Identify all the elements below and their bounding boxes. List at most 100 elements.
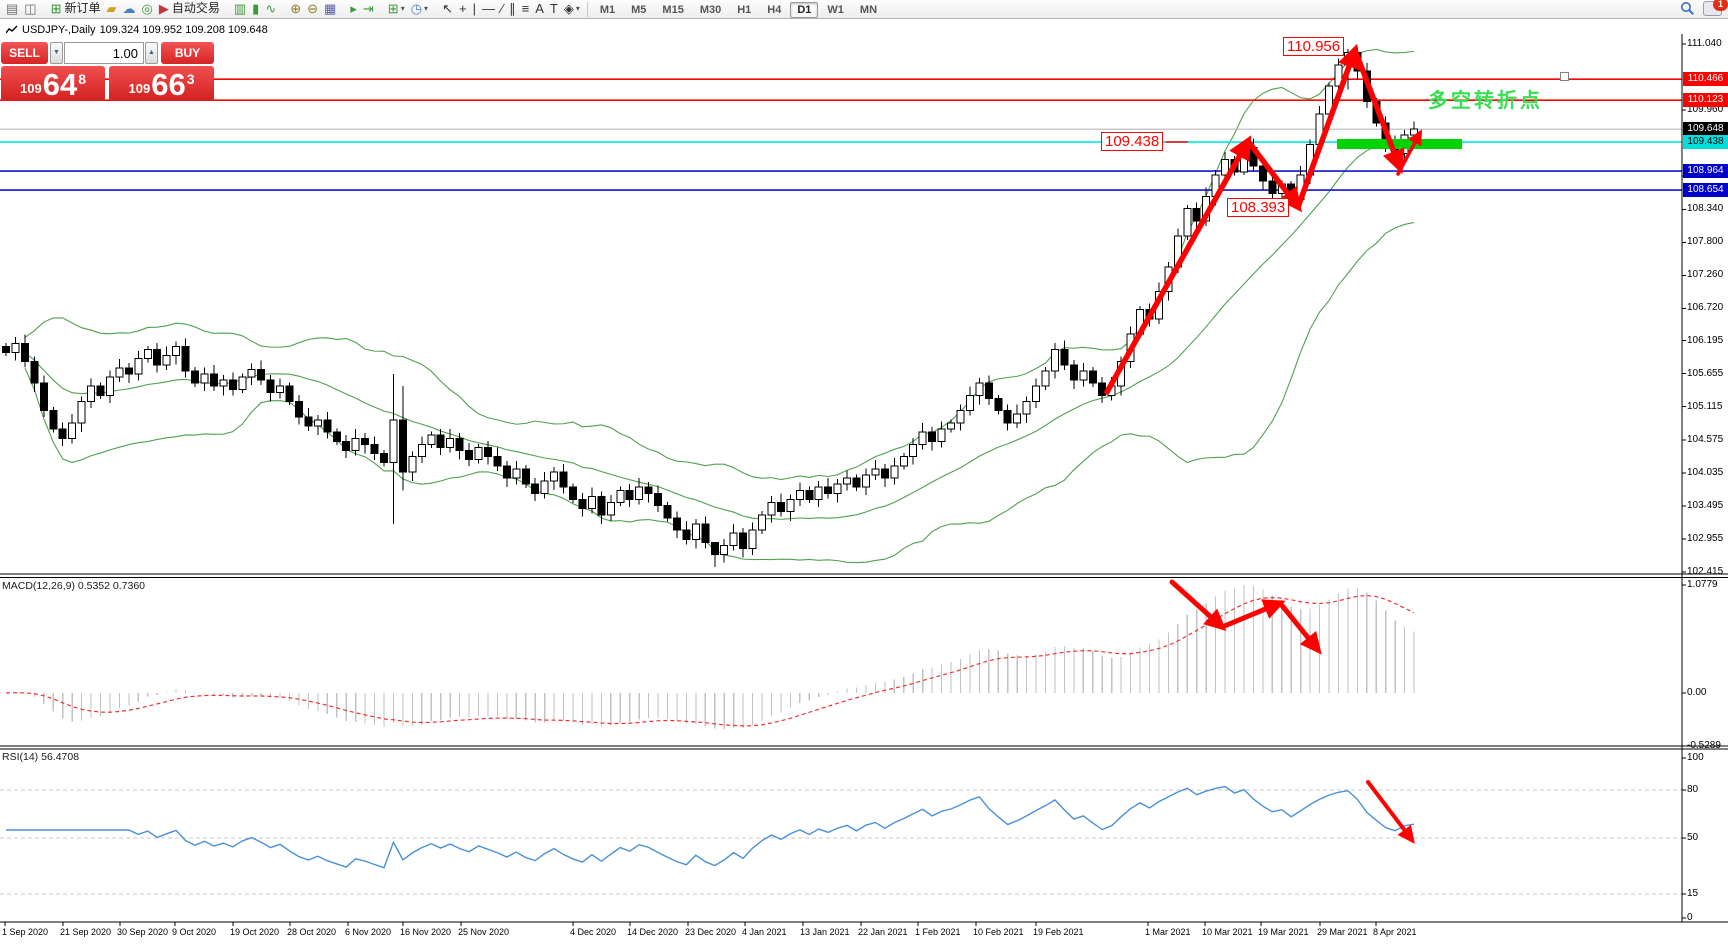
support-highlight-bar[interactable] [1337, 139, 1462, 149]
rsi-pane-label: RSI(14) 56.4708 [2, 751, 80, 763]
timeframe-button-d1[interactable]: D1 [790, 2, 819, 18]
pivot-note-annotation[interactable]: 多空转折点 [1428, 90, 1543, 112]
new-order-icon: ⊞ [50, 1, 62, 16]
gold-bars-icon[interactable]: ▰ [104, 0, 120, 17]
sell-button[interactable]: SELL [1, 42, 48, 64]
channel-icon[interactable]: ∥ [506, 0, 519, 17]
volume-input[interactable] [64, 42, 144, 64]
chart-shift-icon: ⇥ [362, 1, 374, 16]
price-badge: 109.648 [1683, 122, 1728, 137]
horizontal-level-lines[interactable] [0, 78, 1682, 191]
price-badge: 110.466 [1683, 72, 1728, 87]
date-label: 10 Mar 2021 [1202, 927, 1253, 937]
trend-annotation-arrows[interactable] [1104, 43, 1422, 844]
tile-windows-icon[interactable]: ▦ [321, 0, 339, 17]
timeframe-button-m1[interactable]: M1 [599, 4, 616, 16]
notifications-icon[interactable]: 1 [1703, 0, 1728, 16]
chart-canvas[interactable] [0, 20, 1728, 944]
macd-signal-line [5, 594, 1415, 727]
community-icon[interactable]: ☁ [120, 0, 139, 17]
rsi-tick: 50 [1687, 832, 1699, 843]
zoom-out-icon: ⊖ [307, 1, 319, 16]
peak-price-annotation[interactable]: 110.956 [1283, 37, 1345, 56]
horizontal-line-icon: — [481, 1, 495, 16]
sell-price-small: 109 [20, 81, 42, 96]
date-label: 14 Dec 2020 [627, 927, 679, 937]
signals-icon: ◎ [141, 1, 153, 16]
price-tick: 104.035 [1687, 466, 1724, 478]
timeframe-button-h4[interactable]: H4 [767, 4, 782, 16]
price-tick: 107.260 [1687, 269, 1724, 281]
price-tick: 108.340 [1687, 203, 1724, 215]
timeframe-button-m15[interactable]: M15 [662, 4, 684, 16]
dropdown-caret-icon: ▾ [424, 4, 429, 13]
text-icon: A [535, 1, 544, 16]
toolbar-separator [586, 1, 588, 17]
text-icon[interactable]: A [532, 0, 547, 17]
gold-bars-icon: ▰ [106, 1, 117, 16]
preview-icon[interactable]: ◫ [21, 0, 39, 17]
profiles-icon[interactable]: ◷ ▾ [408, 0, 431, 17]
vertical-line-icon[interactable]: | [470, 0, 479, 17]
rsi-tick: 80 [1687, 784, 1699, 795]
fibonacci-icon[interactable]: ≡ [519, 0, 533, 17]
new-order-icon[interactable]: ⊞ 新订单 [48, 0, 104, 17]
buy-button[interactable]: BUY [161, 42, 214, 64]
auto-scroll-icon[interactable]: ▸ [347, 0, 360, 17]
date-label: 19 Mar 2021 [1258, 927, 1309, 937]
timeframe-button-h1[interactable]: H1 [737, 4, 752, 16]
sell-price-sup: 8 [78, 71, 86, 87]
auto-scroll-icon: ▸ [350, 1, 357, 16]
date-label: 10 Feb 2021 [973, 927, 1024, 937]
trendline-icon[interactable]: ∕ [498, 0, 506, 17]
candles-chart-icon[interactable]: ▮ [249, 0, 262, 17]
horizontal-line-icon[interactable]: — [479, 0, 498, 17]
bars-chart-icon[interactable]: ▥ [231, 0, 249, 17]
zoom-out-icon[interactable]: ⊖ [304, 0, 321, 17]
toolbar-right: 1 [1680, 0, 1728, 16]
signals-icon[interactable]: ◎ [139, 0, 156, 17]
support-price-annotation[interactable]: 109.438 [1101, 132, 1164, 151]
line-selection-handle[interactable] [1560, 72, 1569, 81]
macd-tick: 1.0779 [1687, 579, 1718, 590]
label-icon[interactable]: T [547, 0, 561, 17]
crosshair-icon[interactable]: + [456, 0, 470, 17]
price-tick: 105.115 [1687, 400, 1723, 412]
new-chart-icon: ⊞ [387, 1, 399, 16]
label-icon: T [549, 1, 558, 16]
chart-window-icon[interactable]: ▤ [3, 0, 21, 17]
vertical-line-icon: | [472, 1, 476, 16]
date-label: 23 Dec 2020 [685, 927, 737, 937]
timeframe-button-mn[interactable]: MN [859, 4, 878, 16]
line-chart-icon[interactable]: ∿ [262, 0, 279, 17]
date-label: 30 Sep 2020 [117, 927, 169, 937]
new-chart-icon[interactable]: ⊞ ▾ [385, 0, 408, 17]
buy-price-big: 66 [151, 67, 186, 102]
price-badge: 110.123 [1683, 93, 1728, 108]
chart-shift-icon[interactable]: ⇥ [360, 0, 377, 17]
timeframe-button-w1[interactable]: W1 [827, 4, 844, 16]
shapes-icon[interactable]: ◈ ▾ [561, 0, 583, 17]
buy-price-box[interactable]: 109 66 3 [109, 66, 214, 101]
price-tick: 102.415 [1687, 566, 1724, 578]
chart-title-row: USDJPY-,Daily 109.324 109.952 109.208 10… [6, 24, 268, 36]
volume-decrease-button[interactable]: ▼ [50, 42, 63, 64]
timeframe-button-m5[interactable]: M5 [631, 4, 647, 16]
autotrading-icon[interactable]: ▶ 自动交易 [156, 0, 223, 17]
timeframe-button-m30[interactable]: M30 [699, 4, 722, 16]
date-label: 1 Sep 2020 [2, 927, 49, 937]
chart-window[interactable]: USDJPY-,Daily 109.324 109.952 109.208 10… [0, 20, 1728, 944]
notification-badge: 1 [1713, 0, 1728, 11]
pane-borders [0, 34, 1728, 926]
search-icon[interactable] [1680, 1, 1695, 16]
sell-price-box[interactable]: 109 64 8 [1, 66, 105, 101]
main-toolbar: ▤ ◫ ⊞ 新订单 ▰ ☁ ◎ ▶ 自动交易 ▥ ▮ ∿ ⊕ ⊖ ▦ ▸ ⇥ ⊞ ▾ ◷ ▾ ↖ + | — ∕ ∥ ≡ A T ◈ ▾ M1… [0, 0, 1728, 19]
volume-increase-button[interactable]: ▲ [145, 42, 158, 64]
sell-price-big: 64 [42, 67, 78, 102]
crosshair-icon: + [458, 1, 467, 16]
rsi-line [6, 785, 1415, 869]
zoom-in-icon[interactable]: ⊕ [287, 0, 304, 17]
trough-price-annotation[interactable]: 108.393 [1227, 198, 1290, 217]
cursor-icon[interactable]: ↖ [439, 0, 456, 17]
channel-icon: ∥ [509, 1, 516, 16]
